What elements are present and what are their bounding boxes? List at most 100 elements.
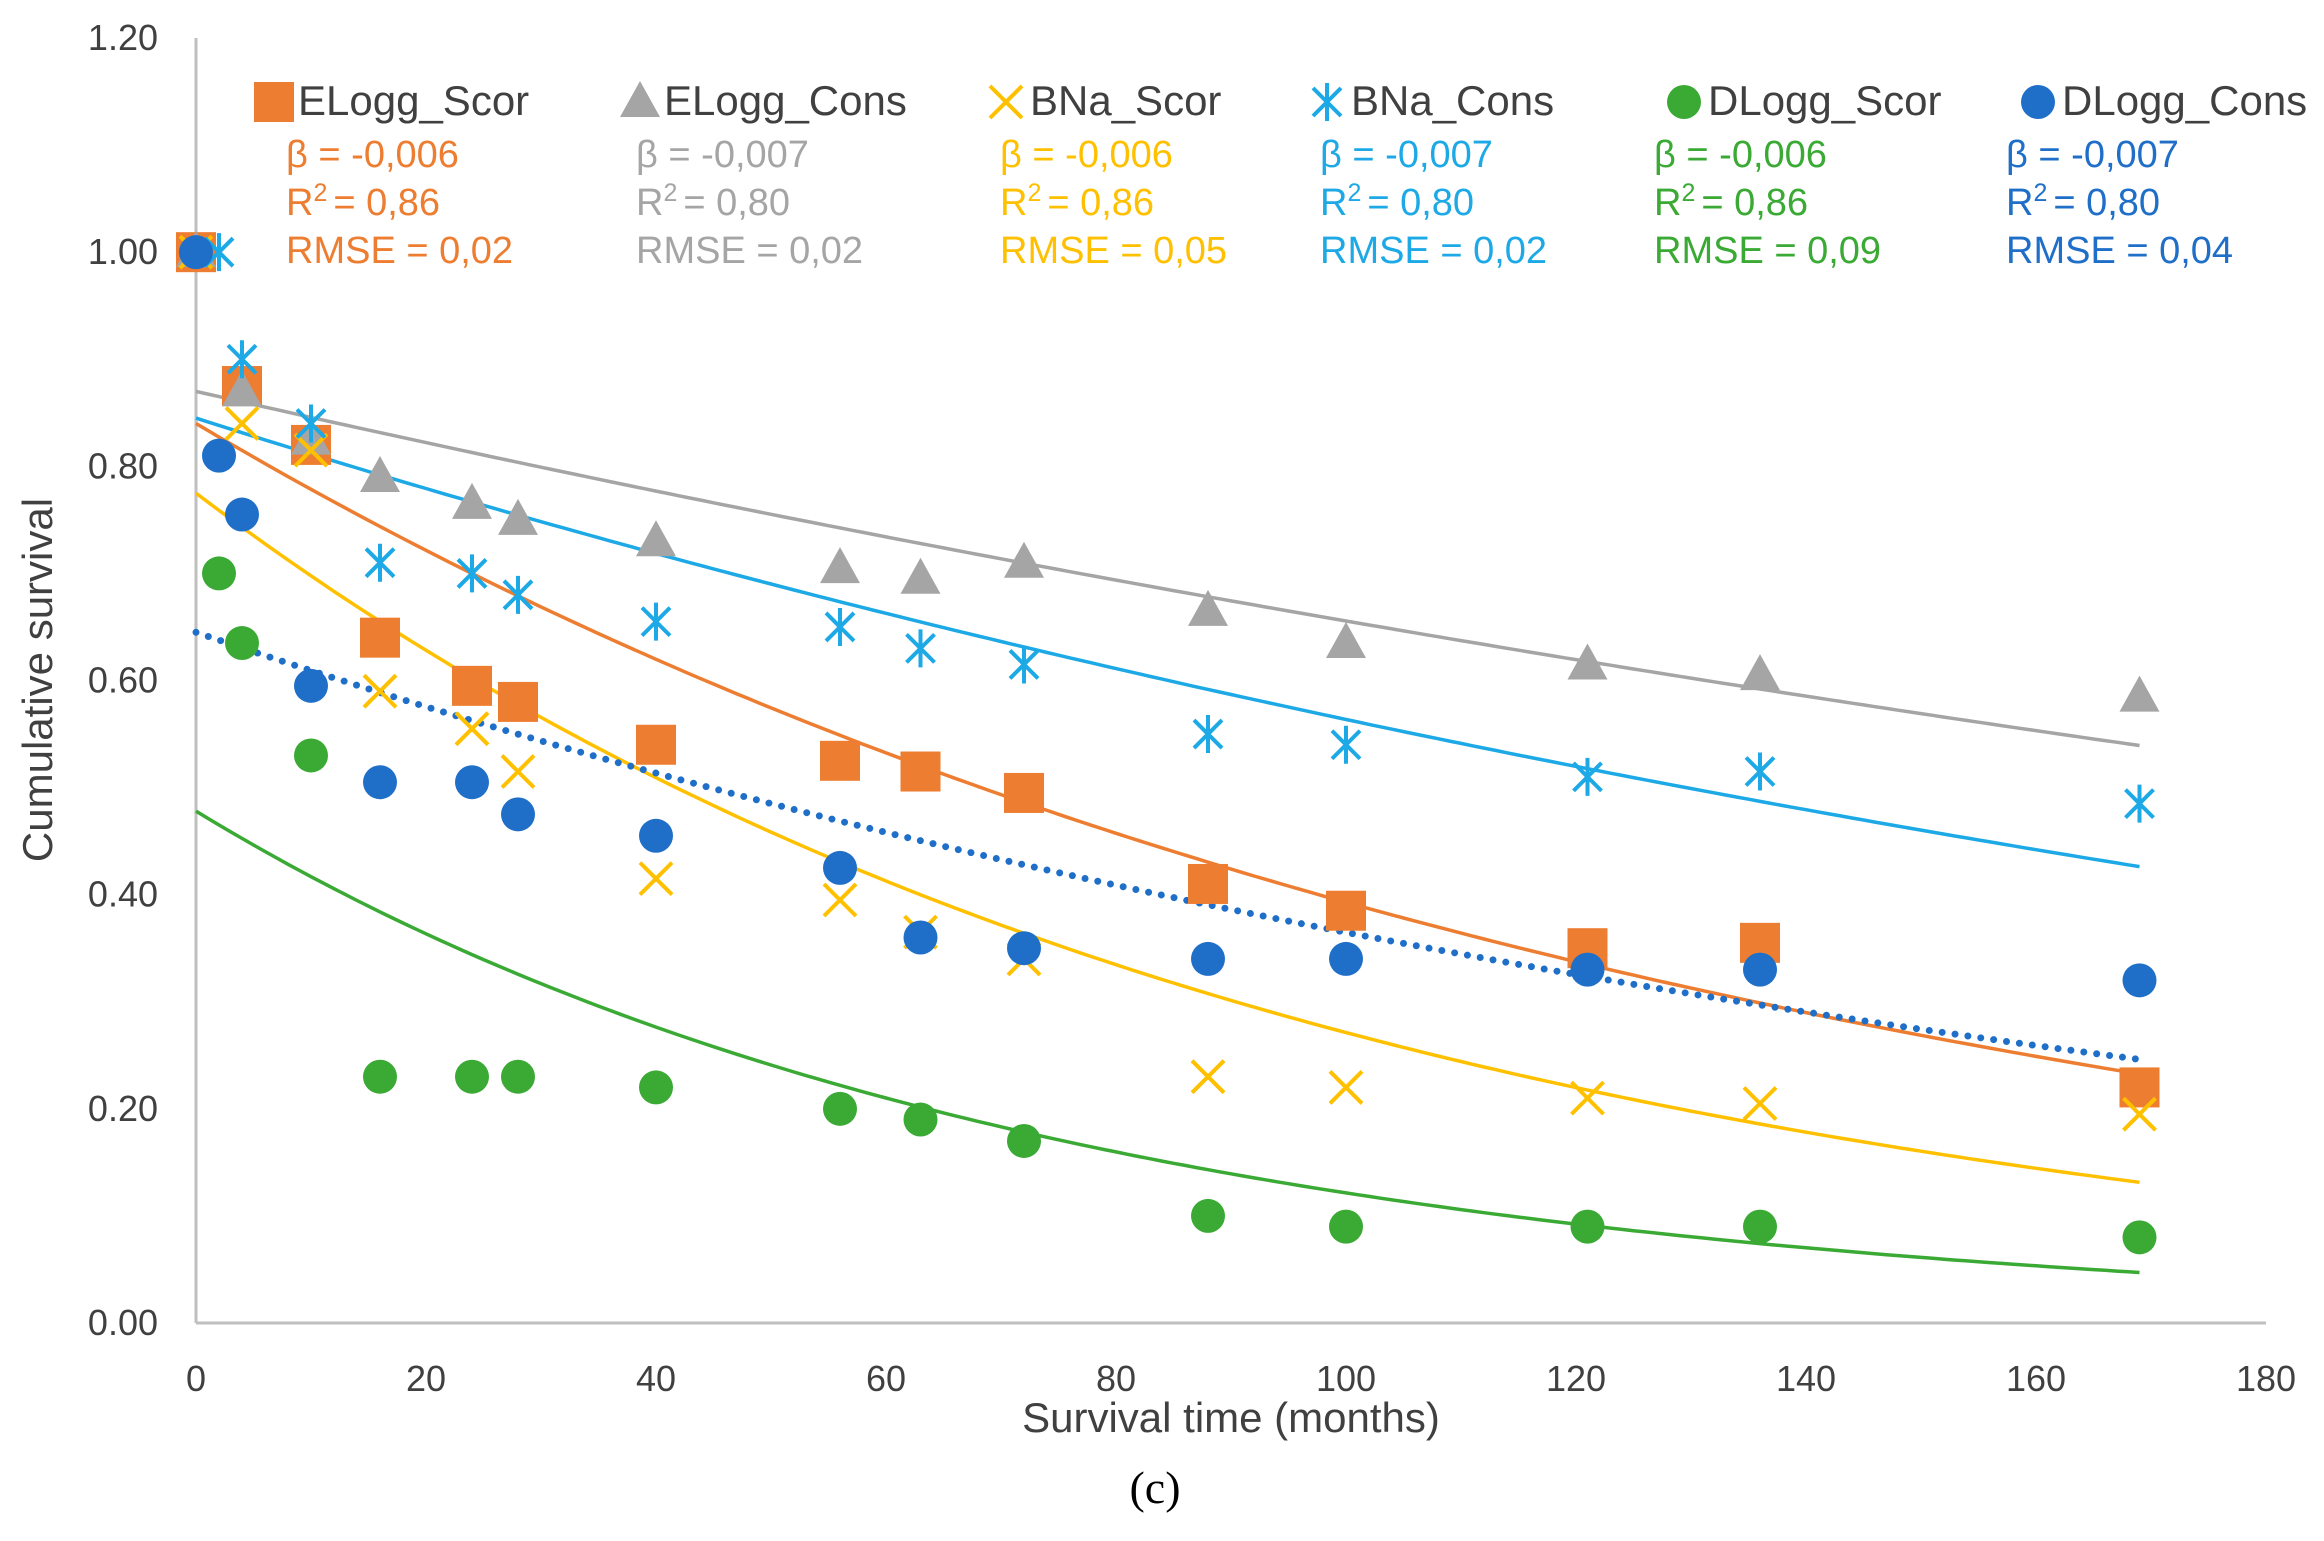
data-point-elogg-scor (1004, 772, 1044, 813)
data-point-bna-cons (905, 629, 936, 668)
rmse-label-elogg-cons: RMSE = 0,02 (636, 230, 863, 272)
data-point-dlogg-cons (823, 850, 857, 885)
trendline-dlogg-cons (192, 628, 2143, 1063)
data-point-elogg-scor (360, 617, 400, 658)
data-point-dlogg-scor (639, 1070, 673, 1105)
data-points (176, 231, 2160, 1255)
data-point-bna-cons (364, 543, 396, 582)
y-tick-label: 1.00 (88, 231, 158, 272)
data-point-elogg-cons (452, 482, 492, 519)
data-point-elogg-scor (498, 681, 538, 722)
data-point-bna-scor (638, 861, 674, 897)
x-tick-label: 180 (2236, 1358, 2296, 1399)
r2-symbol: R (2006, 182, 2033, 224)
data-point-bna-scor (454, 711, 490, 747)
data-point-bna-scor (1570, 1080, 1605, 1116)
data-point-bna-scor (1742, 1086, 1778, 1121)
r2-value: = 0,86 (333, 182, 440, 224)
r2-label-elogg-cons: R2 = 0,80 (636, 179, 790, 224)
trendline-bna-cons (195, 416, 2140, 869)
data-point-dlogg-scor (294, 738, 328, 773)
data-point-bna-cons (824, 607, 856, 646)
data-point-dlogg-cons (363, 765, 397, 800)
data-point-dlogg-cons (1007, 931, 1041, 966)
x-tick-label: 20 (406, 1358, 446, 1399)
data-point-bna-scor (224, 406, 260, 441)
data-point-dlogg-scor (455, 1059, 489, 1094)
rmse-label-dlogg-cons: RMSE = 0,04 (2006, 230, 2233, 272)
beta-label-elogg-cons: β = -0,007 (636, 134, 809, 176)
r2-value: = 0,80 (1367, 182, 1474, 224)
data-point-dlogg-scor (1570, 1209, 1605, 1244)
data-point-dlogg-cons (2122, 963, 2157, 998)
data-point-elogg-cons (1740, 654, 1780, 691)
data-point-elogg-cons (222, 370, 262, 407)
beta-label-elogg-scor: β = -0,006 (286, 134, 459, 176)
data-point-bna-cons (226, 340, 258, 379)
trendline-elogg-cons (195, 389, 2140, 748)
r2-superscript: 2 (313, 179, 327, 207)
data-point-elogg-cons (1567, 643, 1608, 680)
data-point-bna-scor (500, 754, 536, 789)
data-point-elogg-cons (636, 520, 676, 557)
data-point-dlogg-cons (294, 668, 328, 703)
legend-label-bna-scor: BNa_Scor (1030, 77, 1221, 124)
data-point-dlogg-cons (501, 797, 535, 832)
legend-marker-elogg-cons (620, 81, 660, 117)
r2-symbol: R (636, 182, 663, 224)
data-point-elogg-cons (498, 498, 538, 535)
r2-symbol: R (1654, 182, 1681, 224)
r2-superscript: 2 (1347, 179, 1361, 207)
data-point-elogg-cons (1326, 622, 1366, 659)
x-tick-label: 40 (636, 1358, 676, 1399)
data-point-dlogg-scor (202, 556, 236, 591)
data-point-bna-cons (502, 575, 534, 614)
beta-label-bna-cons: β = -0,007 (1320, 134, 1493, 176)
r2-label-dlogg-cons: R2 = 0,80 (2006, 179, 2160, 224)
data-point-dlogg-cons (455, 765, 489, 800)
r2-value: = 0,80 (683, 182, 790, 224)
data-point-bna-cons (2124, 784, 2155, 823)
data-point-elogg-scor (452, 665, 492, 706)
legend-marker-elogg-scor (254, 82, 294, 122)
x-tick-label: 60 (866, 1358, 906, 1399)
data-point-dlogg-cons (225, 497, 259, 532)
data-point-bna-scor (293, 432, 329, 468)
legend-marker-dlogg-cons (2021, 85, 2055, 119)
r2-label-elogg-scor: R2 = 0,86 (286, 179, 440, 224)
data-point-dlogg-cons (903, 920, 938, 955)
y-tick-label: 0.80 (88, 445, 158, 486)
r2-value: = 0,86 (1047, 182, 1154, 224)
y-tick-label: 0.40 (88, 874, 158, 915)
y-axis-title: Cumulative survival (14, 498, 61, 862)
data-point-bna-cons (640, 602, 672, 641)
data-point-bna-cons (1744, 752, 1776, 791)
x-tick-label: 80 (1096, 1358, 1136, 1399)
data-point-elogg-cons (1188, 589, 1228, 626)
data-point-bna-cons (1008, 645, 1040, 684)
legend-label-elogg-scor: ELogg_Scor (298, 77, 529, 124)
data-point-dlogg-scor (363, 1059, 397, 1094)
data-point-dlogg-scor (903, 1102, 938, 1137)
data-point-dlogg-scor (1191, 1198, 1225, 1233)
y-tick-label: 0.60 (88, 660, 158, 701)
r2-value: = 0,80 (2053, 182, 2160, 224)
data-point-dlogg-cons (639, 818, 673, 853)
beta-label-bna-scor: β = -0,006 (1000, 134, 1173, 176)
data-point-dlogg-scor (1329, 1209, 1363, 1244)
data-point-bna-scor (1190, 1059, 1226, 1095)
beta-label-dlogg-scor: β = -0,006 (1654, 134, 1827, 176)
rmse-label-elogg-scor: RMSE = 0,02 (286, 230, 513, 272)
data-point-elogg-scor (820, 740, 860, 781)
legend-label-dlogg-scor: DLogg_Scor (1708, 77, 1941, 124)
data-point-dlogg-scor (1743, 1209, 1777, 1244)
trendline-elogg-scor (195, 421, 2140, 1076)
data-point-elogg-scor (900, 751, 941, 792)
data-point-bna-scor (822, 882, 858, 918)
beta-label-dlogg-cons: β = -0,007 (2006, 134, 2179, 176)
rmse-label-bna-scor: RMSE = 0,05 (1000, 230, 1227, 272)
figure-caption: (c) (1129, 1462, 1180, 1513)
x-tick-label: 140 (1776, 1358, 1836, 1399)
data-point-dlogg-scor (2122, 1220, 2157, 1255)
